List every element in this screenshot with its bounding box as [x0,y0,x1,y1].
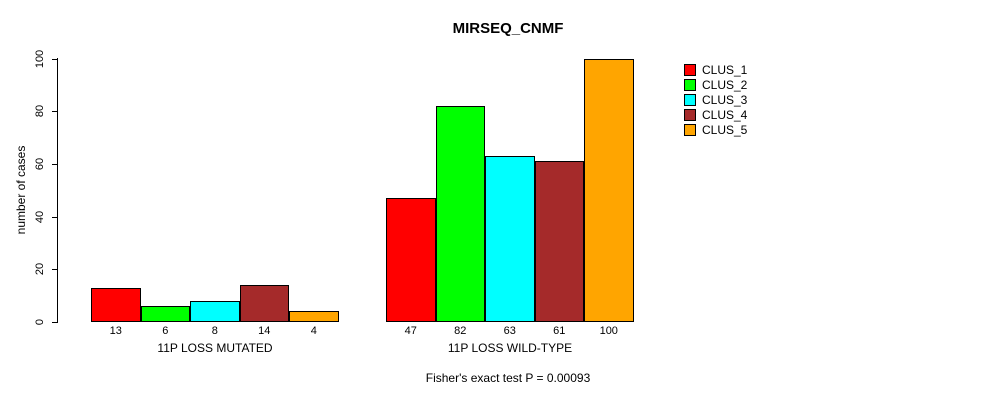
bar-value-label: 14 [258,325,271,337]
bar-clus_2-group2 [435,105,485,322]
legend-swatch-icon [684,123,696,136]
y-tick-label: 100 [34,49,46,68]
bar-clus_5-group1 [289,311,339,322]
y-tick-label: 60 [34,157,46,171]
legend-item-clus_4: CLUS_4 [684,107,747,122]
bar-clus_3-group2 [485,155,535,322]
bar-value-label: 82 [454,325,467,337]
bar-clus_4-group2 [534,161,584,322]
y-tick-mark [52,322,57,323]
y-tick-label: 80 [34,105,46,118]
y-tick-label: 20 [34,263,46,276]
legend-item-clus_1: CLUS_1 [684,62,747,77]
y-tick-label: 0 [34,318,46,326]
legend-label: CLUS_4 [702,107,748,122]
x-category-label-mutated: 11P LOSS MUTATED [157,341,273,355]
legend-swatch-icon [684,108,696,121]
bar-value-label: 47 [404,325,417,337]
bar-clus_1-group2 [386,198,436,322]
bar-clus_3-group1 [190,300,240,322]
bar-value-label: 63 [503,325,516,337]
y-tick-mark [52,111,57,113]
y-tick-mark [52,216,57,218]
legend-label: CLUS_2 [702,77,748,92]
legend-swatch-icon [684,78,696,91]
bar-value-label: 8 [211,325,218,337]
bar-clus_2-group1 [140,306,190,322]
legend-swatch-icon [684,93,696,106]
legend-item-clus_5: CLUS_5 [684,122,747,137]
bar-value-label: 6 [162,325,169,337]
bar-value-label: 61 [553,325,566,337]
legend-item-clus_3: CLUS_3 [684,92,747,107]
bar-value-label: 4 [310,325,317,337]
y-tick-label: 40 [34,210,46,223]
legend-label: CLUS_3 [702,92,748,107]
legend-label: CLUS_5 [702,122,748,137]
footnote-text: Fisher's exact test P = 0.00093 [425,371,591,385]
legend-label: CLUS_1 [702,62,748,77]
bar-clus_5-group2 [584,58,634,322]
y-axis-label: number of cases [14,145,28,235]
y-tick-mark [52,269,57,271]
bar-clus_4-group1 [239,285,289,322]
legend-swatch-icon [684,63,696,76]
y-tick-mark [52,58,57,60]
bar-value-label: 100 [599,325,618,337]
legend: CLUS_1 CLUS_2 CLUS_3 CLUS_4 CLUS_5 [684,62,747,137]
bar-value-label: 13 [109,325,122,337]
legend-item-clus_2: CLUS_2 [684,77,747,92]
y-axis-line [57,58,58,323]
chart-title: MIRSEQ_CNMF [452,20,564,37]
x-category-label-wild-type: 11P LOSS WILD-TYPE [447,341,573,355]
y-tick-mark [52,163,57,165]
bar-clus_1-group1 [91,287,141,322]
